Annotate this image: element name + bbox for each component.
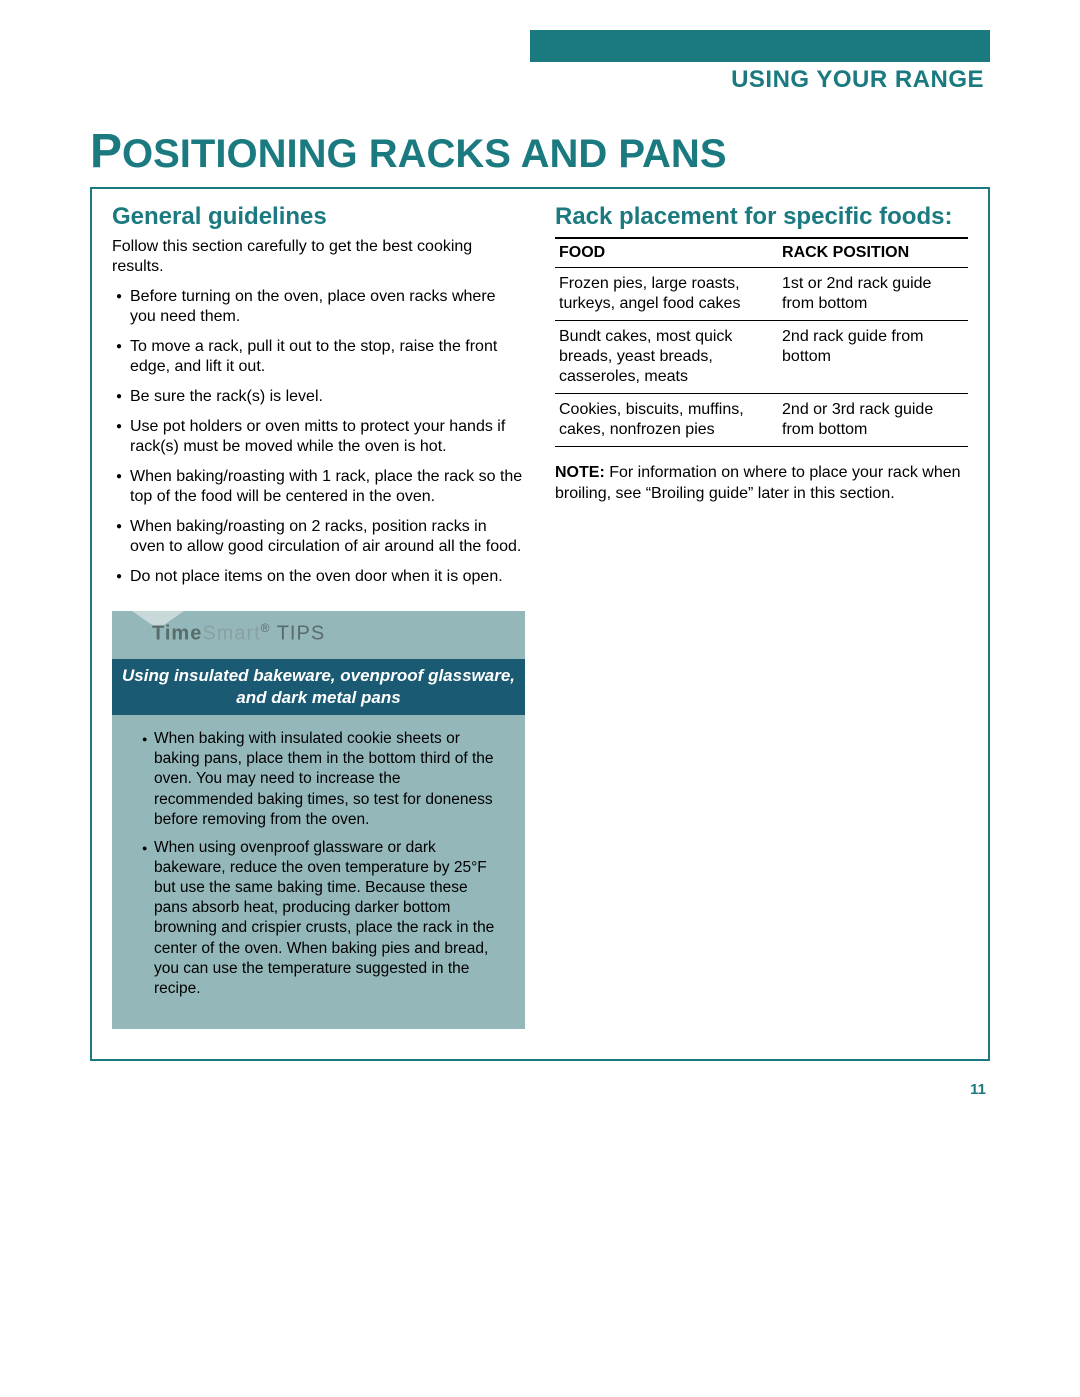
header-color-bar: [530, 30, 990, 62]
tips-body: When baking with insulated cookie sheets…: [112, 715, 525, 1029]
right-column: Rack placement for specific foods: FOOD …: [555, 203, 968, 1029]
note: NOTE: For information on where to place …: [555, 463, 968, 505]
table-head-position: RACK POSITION: [778, 238, 968, 268]
title-initial: P: [90, 125, 122, 178]
table-row: Cookies, biscuits, muffins, cakes, nonfr…: [555, 394, 968, 447]
title-first-word-rest: OSITIONING: [122, 132, 358, 176]
note-text: For information on where to place your r…: [555, 464, 961, 502]
table-cell-food: Bundt cakes, most quick breads, yeast br…: [555, 321, 778, 394]
brand-bold: Time: [152, 623, 202, 645]
table-cell-food: Frozen pies, large roasts, turkeys, ange…: [555, 268, 778, 321]
table-head-food: FOOD: [555, 238, 778, 268]
page-number: 11: [90, 1081, 990, 1098]
table-cell-food: Cookies, biscuits, muffins, cakes, nonfr…: [555, 394, 778, 447]
list-item: When baking/roasting on 2 racks, positio…: [116, 517, 525, 557]
tips-brand-header: TimeSmart® TIPS: [152, 621, 325, 646]
list-item: When using ovenproof glassware or dark b…: [142, 838, 503, 999]
tips-subheading: Using insulated bakeware, ovenproof glas…: [112, 659, 525, 715]
columns: General guidelines Follow this section c…: [112, 203, 968, 1029]
list-item: Use pot holders or oven mitts to protect…: [116, 417, 525, 457]
table-cell-position: 2nd rack guide from bottom: [778, 321, 968, 394]
list-item: Be sure the rack(s) is level.: [116, 387, 525, 407]
table-row: Bundt cakes, most quick breads, yeast br…: [555, 321, 968, 394]
rack-placement-heading: Rack placement for specific foods:: [555, 203, 968, 231]
list-item: Before turning on the oven, place oven r…: [116, 287, 525, 327]
tips-label: TIPS: [271, 623, 326, 645]
left-column: General guidelines Follow this section c…: [112, 203, 525, 1029]
registered-mark: ®: [261, 621, 271, 635]
general-guidelines-list: Before turning on the oven, place oven r…: [112, 287, 525, 587]
rack-placement-table: FOOD RACK POSITION Frozen pies, large ro…: [555, 237, 968, 447]
brand-light: Smart: [202, 623, 260, 645]
tips-header-wrap: TimeSmart® TIPS: [112, 611, 525, 659]
list-item: Do not place items on the oven door when…: [116, 567, 525, 587]
general-guidelines-intro: Follow this section carefully to get the…: [112, 237, 525, 277]
note-label: NOTE:: [555, 464, 605, 481]
table-row: Frozen pies, large roasts, turkeys, ange…: [555, 268, 968, 321]
table-cell-position: 1st or 2nd rack guide from bottom: [778, 268, 968, 321]
section-tab: USING YOUR RANGE: [90, 66, 990, 94]
content-box: General guidelines Follow this section c…: [90, 187, 990, 1061]
list-item: When baking/roasting with 1 rack, place …: [116, 467, 525, 507]
title-rest: RACKS AND PANS: [358, 132, 727, 176]
general-guidelines-heading: General guidelines: [112, 203, 525, 231]
table-cell-position: 2nd or 3rd rack guide from bottom: [778, 394, 968, 447]
page: USING YOUR RANGE POSITIONING RACKS AND P…: [0, 0, 1080, 1138]
list-item: When baking with insulated cookie sheets…: [142, 729, 503, 830]
list-item: To move a rack, pull it out to the stop,…: [116, 337, 525, 377]
page-title: POSITIONING RACKS AND PANS: [90, 124, 990, 179]
timesmart-tips-box: TimeSmart® TIPS Using insulated bakeware…: [112, 611, 525, 1029]
